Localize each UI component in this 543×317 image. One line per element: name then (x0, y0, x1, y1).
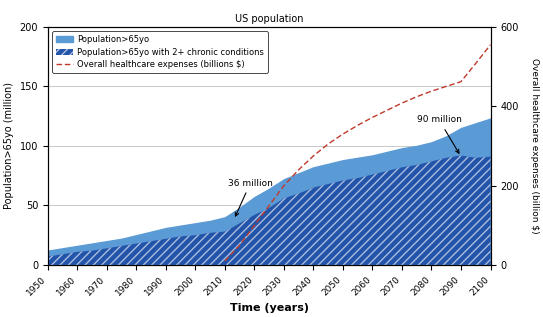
Title: US population: US population (235, 14, 304, 24)
Text: 90 million: 90 million (416, 115, 462, 153)
Y-axis label: Overall healthcare expenses (billion $): Overall healthcare expenses (billion $) (530, 58, 539, 234)
Y-axis label: Population>65yo (million): Population>65yo (million) (4, 82, 14, 210)
Legend: Population>65yo, Population>65yo with 2+ chronic conditions, Overall healthcare : Population>65yo, Population>65yo with 2+… (52, 31, 268, 73)
Text: 36 million: 36 million (228, 178, 273, 216)
X-axis label: Time (years): Time (years) (230, 303, 309, 313)
